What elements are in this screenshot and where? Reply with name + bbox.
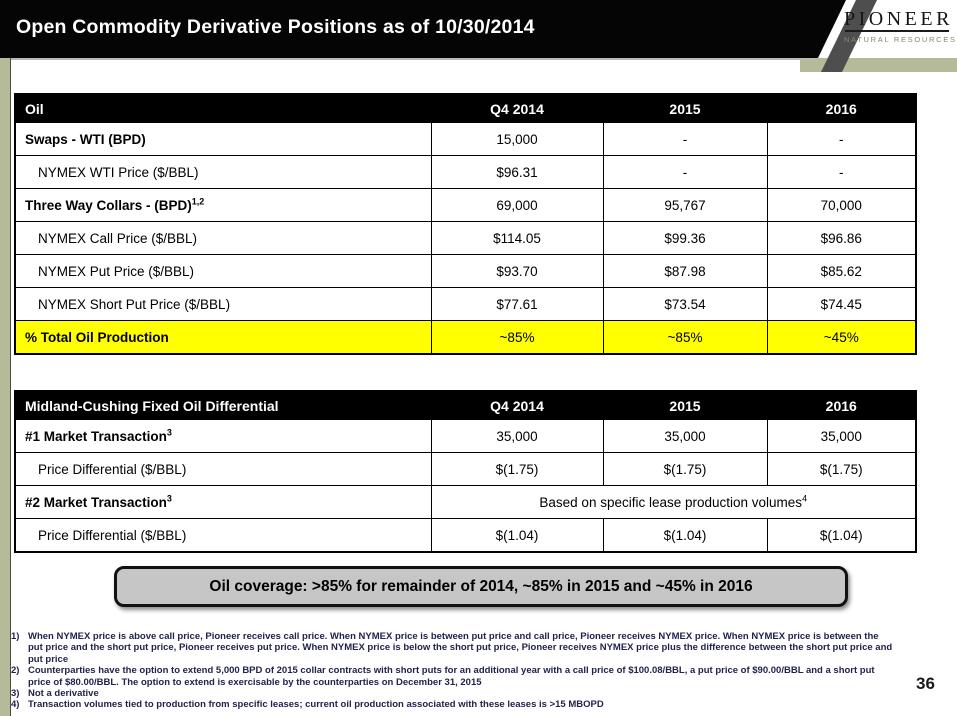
value-cell: - bbox=[602, 122, 768, 156]
differential-table-header-row: Midland-Cushing Fixed Oil Differential Q4… bbox=[14, 390, 917, 420]
row-label: NYMEX Put Price ($/BBL) bbox=[14, 254, 432, 288]
oil-table-header-row: Oil Q4 2014 2015 2016 bbox=[14, 93, 917, 123]
table-title-header: Oil bbox=[14, 93, 432, 123]
left-edge-strip bbox=[0, 58, 11, 716]
value-cell: - bbox=[602, 155, 768, 189]
value-cell: $96.31 bbox=[430, 155, 604, 189]
oil-positions-table: Oil Q4 2014 2015 2016 Swaps - WTI (BPD) 15,0… bbox=[14, 93, 917, 355]
value-cell: 15,000 bbox=[430, 122, 604, 156]
value-cell: $77.61 bbox=[430, 287, 604, 321]
slide-header: Open Commodity Derivative Positions as o… bbox=[0, 0, 957, 72]
page-number: 36 bbox=[916, 674, 935, 693]
row-label: #2 Market Transaction3 bbox=[14, 485, 432, 519]
row-label: Three Way Collars - (BPD)1,2 bbox=[14, 188, 432, 222]
table-row: NYMEX Short Put Price ($/BBL) $77.61 $73.5… bbox=[14, 287, 917, 321]
value-cell: - bbox=[766, 122, 917, 156]
oil-coverage-callout: Oil coverage: >85% for remainder of 2014… bbox=[114, 566, 848, 607]
footnote-text: When NYMEX price is above call price, Pi… bbox=[28, 631, 893, 665]
pioneer-logo: PIONEER NATURAL RESOURCES bbox=[844, 8, 957, 44]
page-title: Open Commodity Derivative Positions as o… bbox=[16, 16, 535, 38]
value-cell: $(1.04) bbox=[766, 518, 917, 553]
row-label: Swaps - WTI (BPD) bbox=[14, 122, 432, 156]
header-bar bbox=[0, 0, 846, 58]
value-cell: 35,000 bbox=[766, 419, 917, 453]
table-row: NYMEX Put Price ($/BBL) $93.70 $87.98 $85.6… bbox=[14, 254, 917, 288]
table-row: Three Way Collars - (BPD)1,2 69,000 95,767… bbox=[14, 188, 917, 222]
table-title-header: Midland-Cushing Fixed Oil Differential bbox=[14, 390, 432, 420]
footnote-number: 4) bbox=[11, 699, 20, 711]
value-cell: $74.45 bbox=[766, 287, 917, 321]
footnote: 2) Counterparties have the option to exte… bbox=[11, 665, 893, 688]
footnote: 4) Transaction volumes tied to production… bbox=[11, 699, 893, 710]
value-cell: $114.05 bbox=[430, 221, 604, 255]
footnote-text: Not a derivative bbox=[28, 688, 99, 700]
value-cell: ~45% bbox=[766, 320, 917, 355]
year-column-header: Q4 2014 bbox=[430, 390, 604, 420]
value-cell: $(1.75) bbox=[430, 452, 604, 486]
logo-subtitle: NATURAL RESOURCES bbox=[844, 35, 957, 44]
value-cell: $99.36 bbox=[602, 221, 768, 255]
value-cell: ~85% bbox=[602, 320, 768, 355]
row-label: NYMEX WTI Price ($/BBL) bbox=[14, 155, 432, 189]
year-column-header: 2016 bbox=[766, 390, 917, 420]
value-cell: $96.86 bbox=[766, 221, 917, 255]
value-cell: $(1.75) bbox=[602, 452, 768, 486]
table-row: Price Differential ($/BBL) $(1.75) $(1.75)… bbox=[14, 452, 917, 486]
year-column-header: 2016 bbox=[766, 93, 917, 123]
logo-rule bbox=[845, 30, 949, 32]
value-cell: ~85% bbox=[430, 320, 604, 355]
footnote: 1) When NYMEX price is above call price, … bbox=[11, 631, 893, 665]
row-label: NYMEX Short Put Price ($/BBL) bbox=[14, 287, 432, 321]
value-cell: 69,000 bbox=[430, 188, 604, 222]
table-row: NYMEX WTI Price ($/BBL) $96.31- - bbox=[14, 155, 917, 189]
year-column-header: Q4 2014 bbox=[430, 93, 604, 123]
year-column-header: 2015 bbox=[602, 390, 768, 420]
table-row: % Total Oil Production ~85% ~85% ~45% bbox=[14, 320, 917, 355]
table-row: NYMEX Call Price ($/BBL) $114.05 $99.36 $96… bbox=[14, 221, 917, 255]
table-row: Price Differential ($/BBL) $(1.04) $(1.04)… bbox=[14, 518, 917, 553]
logo-wordmark: PIONEER bbox=[844, 8, 953, 30]
footnote-number: 1) bbox=[11, 631, 20, 642]
row-label: Price Differential ($/BBL) bbox=[14, 452, 432, 486]
value-cell: $(1.75) bbox=[766, 452, 917, 486]
value-cell: $93.70 bbox=[430, 254, 604, 288]
header-divider bbox=[0, 58, 818, 60]
value-cell: $(1.04) bbox=[602, 518, 768, 553]
value-cell: 35,000 bbox=[602, 419, 768, 453]
row-label: #1 Market Transaction3 bbox=[14, 419, 432, 453]
footnote-text: Counterparties have the option to extend… bbox=[28, 665, 875, 688]
footnote: 3) Not a derivative bbox=[11, 688, 893, 699]
row-label: NYMEX Call Price ($/BBL) bbox=[14, 221, 432, 255]
value-cell: 35,000 bbox=[430, 419, 604, 453]
value-cell: $85.62 bbox=[766, 254, 917, 288]
value-cell: $(1.04) bbox=[430, 518, 604, 553]
differential-table: Midland-Cushing Fixed Oil Differential Q4… bbox=[14, 390, 917, 553]
row-label: % Total Oil Production bbox=[14, 320, 432, 355]
value-cell: 70,000 bbox=[766, 188, 917, 222]
merged-value-cell: Based on specific lease production volum… bbox=[430, 485, 917, 519]
table-row: #2 Market Transaction3 Based on specific … bbox=[14, 485, 917, 519]
table-row: Swaps - WTI (BPD) 15,000- - bbox=[14, 122, 917, 156]
footnote-text: Transaction volumes tied to production f… bbox=[28, 699, 604, 711]
year-column-header: 2015 bbox=[602, 93, 768, 123]
value-cell: $87.98 bbox=[602, 254, 768, 288]
footnote-number: 3) bbox=[11, 688, 20, 700]
footnote-number: 2) bbox=[11, 665, 20, 677]
row-label: Price Differential ($/BBL) bbox=[14, 518, 432, 553]
value-cell: 95,767 bbox=[602, 188, 768, 222]
footnotes: 1) When NYMEX price is above call price, … bbox=[11, 631, 893, 711]
value-cell: $73.54 bbox=[602, 287, 768, 321]
value-cell: - bbox=[766, 155, 917, 189]
table-row: #1 Market Transaction3 35,000 35,000 35,000 bbox=[14, 419, 917, 453]
